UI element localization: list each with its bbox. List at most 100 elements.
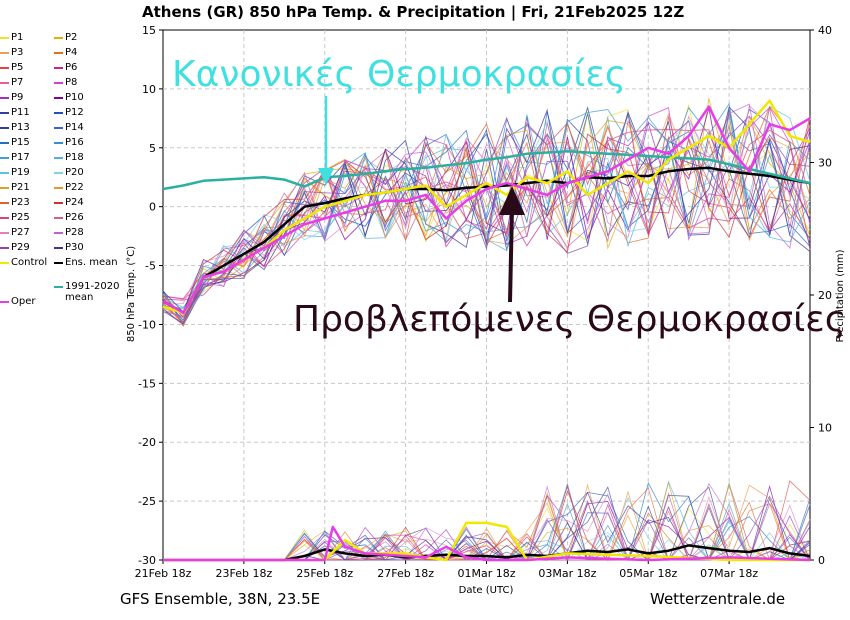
annotation-forecast-temperatures: Προβλεπόμενες Θερμοκρασίες [293,299,846,340]
y-axis-label: 850 hPa Temp. (°C) [126,246,137,342]
legend-swatch [0,187,9,189]
y-tick-label: -5 [145,260,156,273]
series-temp-1991-2020-mean [162,150,811,191]
legend-label: P7 [11,77,24,88]
legend-swatch [54,217,63,219]
series-temp-oper [162,105,811,314]
legend-label: P9 [11,92,24,103]
legend-label: P2 [65,32,78,43]
x-tick-label: 23Feb 18z [216,567,273,580]
arrow-to-forecast-line [499,186,525,303]
member-temp-line-p28 [162,103,811,318]
legend-item: P15 [0,137,30,149]
legend-label: P11 [11,107,30,118]
legend-swatch [0,202,9,204]
legend-label-mean: mean [65,291,94,303]
y-tick-label: -30 [138,554,156,567]
legend-item: Ens. mean [54,257,118,269]
legend-label: P24 [65,197,84,208]
legend-item: P16 [54,137,84,149]
legend-swatch [0,217,9,219]
footer-model-info: GFS Ensemble, 38N, 23.5E [120,590,321,608]
footer-source: Wetterzentrale.de [650,590,786,608]
legend-label: P26 [65,212,84,223]
legend-label: P8 [65,77,78,88]
legend-label: 1991-2020 [65,281,120,292]
x-tick-label: 05Mar 18z [619,567,677,580]
legend-item: P3 [0,47,23,59]
legend-label: P25 [11,212,30,223]
legend-item: P28 [54,227,84,239]
member-temp-line-p13 [162,106,811,327]
legend-swatch [54,232,63,234]
legend-item: P10 [54,92,84,104]
legend-swatch [54,262,63,264]
legend-label: P18 [65,152,84,163]
legend-label: P20 [65,167,84,178]
legend-swatch [54,112,63,114]
legend-swatch [54,247,63,249]
y-tick-label: 10 [142,83,156,96]
legend-label: P19 [11,167,30,178]
series-precip-control [163,521,810,562]
legend-item: P7 [0,77,23,89]
y-tick-label: -20 [138,436,156,449]
legend-label: Oper [11,296,36,307]
legend-item: P5 [0,62,23,74]
legend-item: P23 [0,197,30,209]
legend-label: P10 [65,92,84,103]
legend-label: P30 [65,242,84,253]
legend-swatch [0,127,9,129]
x-tick-label: 03Mar 18z [538,567,596,580]
legend-label: P14 [65,122,84,133]
plot-area: 15 10 5 0 -5 -10 -15 -20 -25 -30 40 30 20 10 0 21Feb 18… [135,24,832,580]
series-precip-ens-mean [163,544,811,562]
legend-label: Control [11,257,48,268]
legend-label: P23 [11,197,30,208]
legend-swatch [0,157,9,159]
legend-swatch [0,97,9,99]
legend-swatch [54,157,63,159]
legend-item: P25 [0,212,30,224]
y2-tick-label: 10 [818,422,832,435]
legend-label: P16 [65,137,84,148]
legend-label: P15 [11,137,30,148]
legend-label: P4 [65,47,78,58]
x-tick-label: 27Feb 18z [377,567,434,580]
legend-label: P21 [11,182,30,193]
x-tick-label: 01Mar 18z [457,567,515,580]
legend-swatch [0,232,9,234]
y-tick-label: -15 [138,377,156,390]
legend-item: P1 [0,32,23,44]
legend-swatch [54,67,63,69]
legend-label: P5 [11,62,24,73]
legend-swatch [54,37,63,39]
y-tick-label: -10 [138,318,156,331]
legend-swatch [0,112,9,114]
legend-item: P2 [54,32,77,44]
y-tick-label: 5 [149,142,156,155]
legend-item: 1991-2020 [54,281,120,293]
member-temp-line-p10 [162,108,811,318]
legend-swatch [54,52,63,54]
legend-label: P17 [11,152,30,163]
y-tick-label: -25 [138,495,156,508]
legend-swatch [0,262,9,264]
y2-axis-label: Precipitation (mm) [835,249,846,342]
series-temp-control [162,99,811,314]
legend-label: P3 [11,47,24,58]
legend-swatch [54,172,63,174]
legend-label: Ens. mean [65,257,118,268]
x-tick-label: 21Feb 18z [135,567,192,580]
y-tick-label: 15 [142,24,156,37]
member-temp-line-p16 [162,102,811,327]
legend-label: P28 [65,227,84,238]
legend-swatch [0,301,9,303]
y2-tick-label: 20 [818,289,832,302]
legend-item: P18 [54,152,84,164]
legend-item: P6 [54,62,77,74]
y2-tick-label: 40 [818,24,832,37]
legend-label: P1 [11,32,24,43]
legend-swatch [0,37,9,39]
legend-item: P12 [54,107,84,119]
